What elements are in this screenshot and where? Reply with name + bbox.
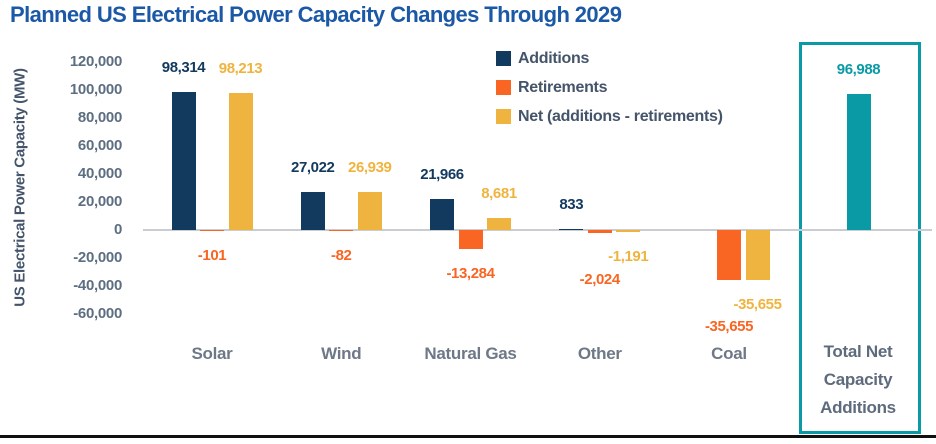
value-label-natural-gas-net-additions-retirements: 8,681: [481, 184, 517, 202]
bar-coal-net-additions-retirements: [745, 230, 770, 280]
bar-wind-retirements: [329, 230, 354, 231]
legend: Additions Retirements Net (additions - ret…: [496, 44, 723, 131]
x-axis-zero-line: [143, 229, 932, 231]
category-label-other: Other: [577, 344, 622, 363]
legend-item-retirements: Retirements: [496, 73, 723, 102]
legend-swatch-icon-additions: [496, 51, 511, 66]
bar-other-retirements: [587, 230, 612, 233]
y-tick--40000: -40,000: [73, 277, 122, 294]
y-tick-40000: 40,000: [77, 165, 122, 182]
bar-other-net-additions-retirements: [616, 230, 641, 232]
value-label-wind-net-additions-retirements: 26,939: [348, 159, 392, 177]
y-tick--60000: -60,000: [73, 305, 122, 322]
bar-solar-net-additions-retirements: [228, 92, 253, 230]
category-label-solar: Solar: [191, 344, 233, 363]
bar-coal-retirements: [717, 230, 741, 280]
value-label-natural-gas-additions: 21,966: [420, 166, 464, 184]
y-tick-120000: 120,000: [69, 53, 122, 70]
category-label-natural-gas: Natural Gas: [424, 344, 517, 363]
value-label-solar-additions: 98,314: [161, 59, 206, 77]
value-label-other-additions: 833: [559, 195, 584, 213]
y-axis-title: US Electrical Power Capacity (MW): [11, 68, 29, 307]
total-net-caption: Total Net Capacity Additions: [820, 342, 896, 417]
value-label-wind-additions: 27,022: [291, 159, 335, 177]
legend-swatch-icon-retirements: [496, 80, 511, 95]
value-label-other-net-additions-retirements: -1,191: [608, 247, 649, 265]
value-label-solar-retirements: -101: [197, 247, 227, 264]
legend-item-net-additions-retirements: Net (additions - retirements): [496, 102, 723, 131]
chart-title: Planned US Electrical Power Capacity Cha…: [10, 2, 622, 27]
y-tick-60000: 60,000: [77, 137, 122, 154]
bar-wind-net-additions-retirements: [357, 192, 382, 230]
bar-other-additions: [559, 228, 584, 230]
y-tick-80000: 80,000: [77, 109, 122, 126]
value-label-total-net-capacity-additions: 96,988: [836, 61, 881, 79]
bar-wind-additions: [300, 192, 325, 230]
total-net-box: [799, 42, 921, 434]
category-label-wind: Wind: [321, 344, 362, 363]
y-tick--20000: -20,000: [73, 249, 122, 266]
legend-label-retirements: Retirements: [518, 78, 608, 96]
bar-natural-gas-net-additions-retirements: [487, 217, 511, 230]
value-label-coal-net-additions-retirements: -35,655: [733, 295, 782, 313]
category-label-coal: Coal: [711, 344, 747, 363]
value-label-coal-retirements: -35,655: [704, 317, 754, 335]
bottom-border-line: [0, 435, 936, 438]
value-label-other-retirements: -2,024: [579, 270, 621, 288]
bar-solar-retirements: [200, 230, 224, 231]
value-label-natural-gas-retirements: -13,284: [446, 264, 495, 282]
bar-natural-gas-retirements: [458, 230, 483, 249]
bar-total-net-capacity-additions: [846, 94, 871, 230]
value-label-solar-net-additions-retirements: 98,213: [218, 59, 263, 77]
value-label-wind-retirements: -82: [331, 247, 352, 264]
legend-label-net-additions-retirements: Net (additions - retirements): [518, 107, 723, 125]
legend-label-additions: Additions: [518, 49, 590, 67]
y-tick-0: 0: [113, 221, 122, 238]
bar-solar-additions: [171, 92, 196, 230]
legend-swatch-icon-net-additions-retirements: [496, 109, 511, 124]
y-tick-100000: 100,000: [69, 81, 122, 98]
bar-natural-gas-additions: [430, 199, 454, 230]
legend-item-additions: Additions: [496, 44, 723, 73]
y-tick-20000: 20,000: [77, 193, 122, 210]
